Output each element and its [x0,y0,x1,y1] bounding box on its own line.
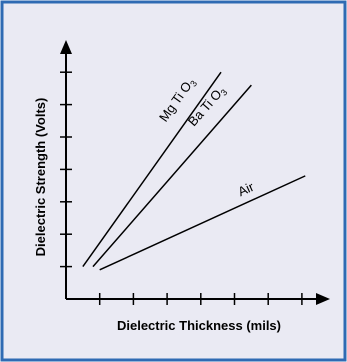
axes [60,40,330,305]
series-line-air [99,175,306,271]
y-axis-title: Dielectric Strength (Volts) [33,98,48,257]
x-axis-title: Dielectric Thickness (mils) [117,318,281,333]
series-line-ba-ti-o3 [92,84,252,268]
series-line-mg-ti-o3 [82,71,222,268]
y-axis-arrow [60,40,72,54]
ticks [60,71,303,305]
x-axis-arrow [316,293,330,305]
series-label-air: Air [235,179,256,200]
series-lines [82,71,306,271]
